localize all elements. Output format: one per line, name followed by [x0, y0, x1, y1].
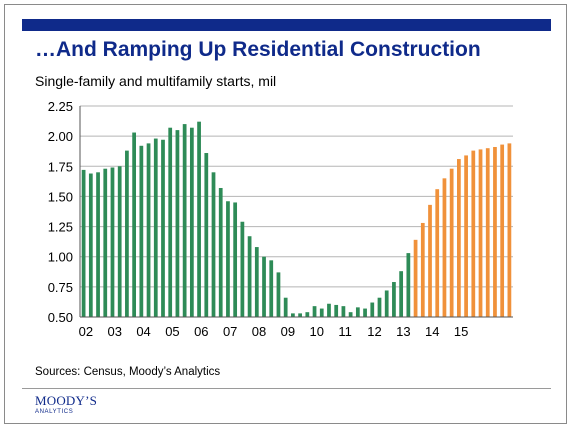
- bar-historical: [139, 145, 144, 317]
- bar-historical: [283, 297, 288, 317]
- bar-forecast: [485, 148, 490, 317]
- y-tick-labels: 0.50 0.75 1.00 1.25 1.50 1.75 2.00 2.25: [48, 99, 73, 325]
- bar-historical: [298, 313, 302, 317]
- bar-series: [81, 121, 512, 317]
- bar-forecast: [442, 178, 447, 317]
- y-tick-label: 1.75: [48, 159, 73, 174]
- bar-historical: [305, 312, 310, 317]
- chart-subtitle: Single-family and multifamily starts, mi…: [35, 73, 277, 89]
- x-tick-label: 03: [107, 324, 121, 339]
- bar-historical: [406, 253, 411, 317]
- y-tick-label: 1.50: [48, 189, 73, 204]
- bar-forecast: [507, 143, 512, 317]
- bar-historical: [384, 290, 389, 317]
- axes: [79, 106, 513, 318]
- x-tick-label: 14: [425, 324, 439, 339]
- slide-title: …And Ramping Up Residential Construction: [35, 38, 481, 61]
- bar-historical: [161, 139, 165, 317]
- bar-historical: [377, 297, 382, 317]
- bar-historical: [81, 169, 86, 317]
- x-tick-label: 15: [454, 324, 468, 339]
- header-bar: [22, 19, 551, 31]
- x-tick-label: 09: [281, 324, 295, 339]
- bar-historical: [276, 272, 281, 317]
- bar-forecast: [428, 204, 432, 317]
- bar-forecast: [435, 189, 440, 317]
- bar-historical: [103, 168, 108, 317]
- y-tick-label: 2.25: [48, 99, 73, 114]
- x-tick-label: 02: [79, 324, 93, 339]
- bar-historical: [88, 173, 93, 317]
- bar-forecast: [449, 168, 454, 317]
- bar-forecast: [500, 144, 505, 317]
- bar-historical: [110, 167, 115, 317]
- bar-historical: [96, 172, 100, 317]
- x-tick-label: 13: [396, 324, 410, 339]
- bar-historical: [392, 282, 396, 317]
- bar-historical: [226, 201, 230, 317]
- bar-forecast: [413, 239, 418, 317]
- y-tick-label: 0.50: [48, 310, 73, 325]
- x-tick-label: 07: [223, 324, 237, 339]
- bar-historical: [291, 313, 295, 317]
- bar-historical: [125, 150, 129, 317]
- bar-forecast: [493, 146, 497, 317]
- bar-historical: [269, 260, 274, 317]
- bar-historical: [204, 153, 209, 317]
- bar-forecast: [478, 149, 483, 317]
- bar-historical: [262, 256, 266, 317]
- bar-historical: [341, 306, 346, 317]
- bar-historical: [197, 121, 201, 317]
- bar-historical: [327, 303, 331, 317]
- y-tick-label: 2.00: [48, 129, 73, 144]
- x-tick-labels: 02 03 04 05 06 07 08 09 10 11 12 13 14 15: [79, 324, 469, 339]
- y-tick-label: 1.25: [48, 220, 73, 235]
- bar-historical: [363, 308, 367, 317]
- moodys-logo-sub: ANALYTICS: [35, 409, 74, 415]
- x-tick-label: 05: [165, 324, 179, 339]
- bar-historical: [233, 202, 238, 317]
- sources-note: Sources: Census, Moody’s Analytics: [35, 366, 221, 378]
- y-tick-label: 0.75: [48, 280, 73, 295]
- bar-historical: [254, 247, 259, 317]
- bar-forecast: [471, 150, 476, 317]
- bar-historical: [399, 271, 404, 317]
- bar-historical: [348, 312, 353, 317]
- bar-historical: [312, 306, 317, 317]
- y-tick-label: 1.00: [48, 250, 73, 265]
- bar-historical: [189, 127, 194, 317]
- bar-historical: [211, 172, 216, 317]
- bar-historical: [218, 187, 223, 317]
- moodys-logo: MOODY’S: [35, 393, 98, 408]
- gridlines: [80, 105, 513, 288]
- bar-historical: [146, 143, 151, 317]
- bar-historical: [168, 127, 173, 317]
- bar-historical: [240, 221, 245, 317]
- x-tick-label: 04: [136, 324, 150, 339]
- bar-historical: [247, 236, 252, 317]
- x-tick-label: 06: [194, 324, 208, 339]
- bar-historical: [182, 124, 187, 317]
- footer-divider: [22, 388, 551, 389]
- bar-historical: [334, 304, 339, 317]
- bar-forecast: [420, 222, 425, 317]
- bar-forecast: [457, 159, 461, 317]
- bar-historical: [319, 308, 324, 317]
- x-tick-label: 08: [252, 324, 266, 339]
- bar-historical: [132, 132, 136, 317]
- bar-historical: [153, 138, 158, 317]
- x-tick-label: 10: [310, 324, 324, 339]
- x-tick-label: 12: [367, 324, 381, 339]
- bar-historical: [175, 130, 180, 317]
- bar-forecast: [464, 155, 468, 317]
- x-tick-label: 11: [338, 324, 352, 339]
- bar-historical: [355, 307, 360, 317]
- bar-historical: [370, 302, 375, 317]
- bar-historical: [117, 166, 122, 317]
